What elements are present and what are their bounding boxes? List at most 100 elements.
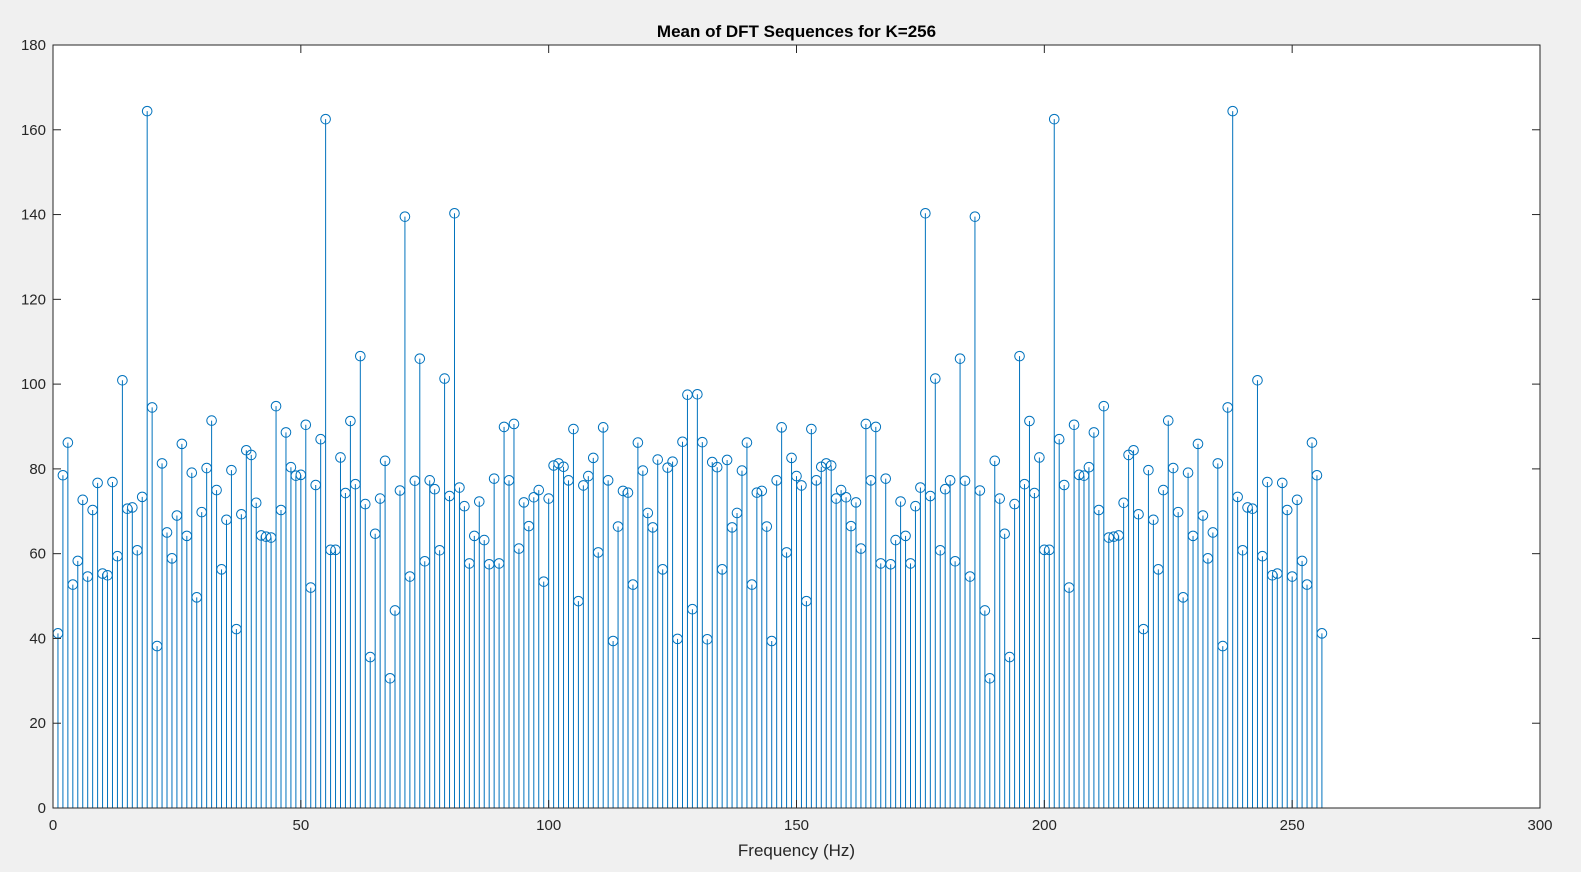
stem-marker xyxy=(900,530,911,542)
stem-marker xyxy=(860,418,872,430)
stem-marker xyxy=(454,482,465,493)
stem-marker xyxy=(439,373,450,384)
stem-marker xyxy=(320,113,331,125)
stem-marker xyxy=(1242,502,1253,513)
stem-marker xyxy=(1311,469,1323,481)
stem-marker xyxy=(632,437,644,448)
stem-marker xyxy=(473,496,485,507)
y-tick-label: 0 xyxy=(38,800,46,817)
stem-marker xyxy=(379,455,391,467)
stem-marker xyxy=(141,105,153,117)
stem-marker xyxy=(642,507,654,519)
stem-marker xyxy=(979,605,991,616)
stem-marker xyxy=(1167,462,1179,474)
stem-marker xyxy=(825,460,837,471)
y-tick-label: 20 xyxy=(29,715,46,732)
y-tick-label: 100 xyxy=(21,376,46,393)
x-tick-label: 0 xyxy=(49,817,57,834)
stem-marker xyxy=(424,475,436,486)
stem-marker xyxy=(1182,467,1194,479)
stem-marker xyxy=(478,534,490,546)
stem-marker xyxy=(721,454,733,466)
stem-marker xyxy=(245,449,257,461)
stem-marker xyxy=(1048,113,1060,125)
stem-marker xyxy=(359,498,371,510)
stem-marker xyxy=(711,461,723,473)
stem-marker xyxy=(791,470,802,482)
stem-marker xyxy=(285,461,297,473)
y-tick-label: 80 xyxy=(29,461,46,478)
stem-marker xyxy=(741,437,753,448)
stem-marker xyxy=(508,418,520,430)
stem-marker xyxy=(533,484,545,496)
x-tick-label: 100 xyxy=(536,817,561,834)
stem-marker xyxy=(1053,433,1065,445)
stem-marker xyxy=(107,476,118,488)
stem-marker xyxy=(355,350,366,362)
stem-marker xyxy=(1232,491,1243,503)
stem-marker xyxy=(1073,469,1085,481)
stem-marker xyxy=(969,211,981,222)
stem-marker xyxy=(345,415,356,427)
stem-marker xyxy=(974,485,986,496)
stem-marker xyxy=(806,423,817,435)
stem-marker xyxy=(895,496,906,507)
stem-marker xyxy=(1088,427,1100,438)
y-tick-label: 160 xyxy=(21,122,46,139)
stem-marker xyxy=(226,464,237,476)
stem-marker xyxy=(954,353,966,364)
stem-marker xyxy=(568,423,579,435)
stem-marker xyxy=(399,211,411,222)
stem-marker xyxy=(97,568,108,579)
stem-marker xyxy=(929,373,941,384)
stem-marker xyxy=(692,388,703,400)
stem-marker xyxy=(761,521,773,532)
chart-title: Mean of DFT Sequences for K=256 xyxy=(657,22,936,41)
stem-marker xyxy=(498,421,510,433)
stem-marker xyxy=(156,458,168,469)
stem-marker xyxy=(850,497,862,508)
y-tick-label: 40 xyxy=(29,630,46,647)
stem-marker xyxy=(1128,444,1139,456)
stem-marker xyxy=(999,528,1010,540)
stem-marker xyxy=(1197,510,1209,521)
stem-marker xyxy=(776,422,787,433)
stem-marker xyxy=(1306,437,1318,448)
y-tick-label: 120 xyxy=(21,291,46,308)
stem-marker xyxy=(994,493,1006,504)
stem-marker xyxy=(92,477,103,489)
y-tick-label: 180 xyxy=(21,37,46,54)
stem-marker xyxy=(622,487,634,498)
x-tick-label: 200 xyxy=(1032,817,1057,834)
stem-marker xyxy=(1227,105,1238,117)
stem-marker xyxy=(840,491,852,503)
stem-series xyxy=(52,105,1328,808)
stem-marker xyxy=(449,207,460,219)
x-axis-label: Frequency (Hz) xyxy=(738,841,855,860)
stem-marker xyxy=(335,452,346,463)
stem-marker xyxy=(1162,415,1174,426)
stem-marker xyxy=(637,465,649,476)
stem-marker xyxy=(414,353,426,364)
stem-marker xyxy=(255,530,267,541)
stem-marker xyxy=(77,494,89,506)
stem-marker xyxy=(602,475,614,486)
stem-marker xyxy=(62,437,74,448)
stem-marker xyxy=(920,207,931,219)
stem-marker xyxy=(1133,508,1144,520)
stem-marker xyxy=(1291,494,1303,506)
stem-marker xyxy=(835,484,847,496)
stem-marker xyxy=(1316,628,1328,639)
stem-marker xyxy=(870,421,882,433)
stem-marker xyxy=(652,454,664,465)
stem-marker xyxy=(250,497,262,509)
stem-marker xyxy=(186,467,198,479)
stem-marker xyxy=(1212,458,1224,469)
stem-marker xyxy=(1068,419,1080,431)
stem-marker xyxy=(146,402,158,413)
stem-marker xyxy=(1058,479,1070,491)
stem-marker xyxy=(820,458,832,469)
stem-marker xyxy=(558,461,569,473)
stem-marker xyxy=(587,452,599,464)
stem-marker xyxy=(617,485,629,497)
